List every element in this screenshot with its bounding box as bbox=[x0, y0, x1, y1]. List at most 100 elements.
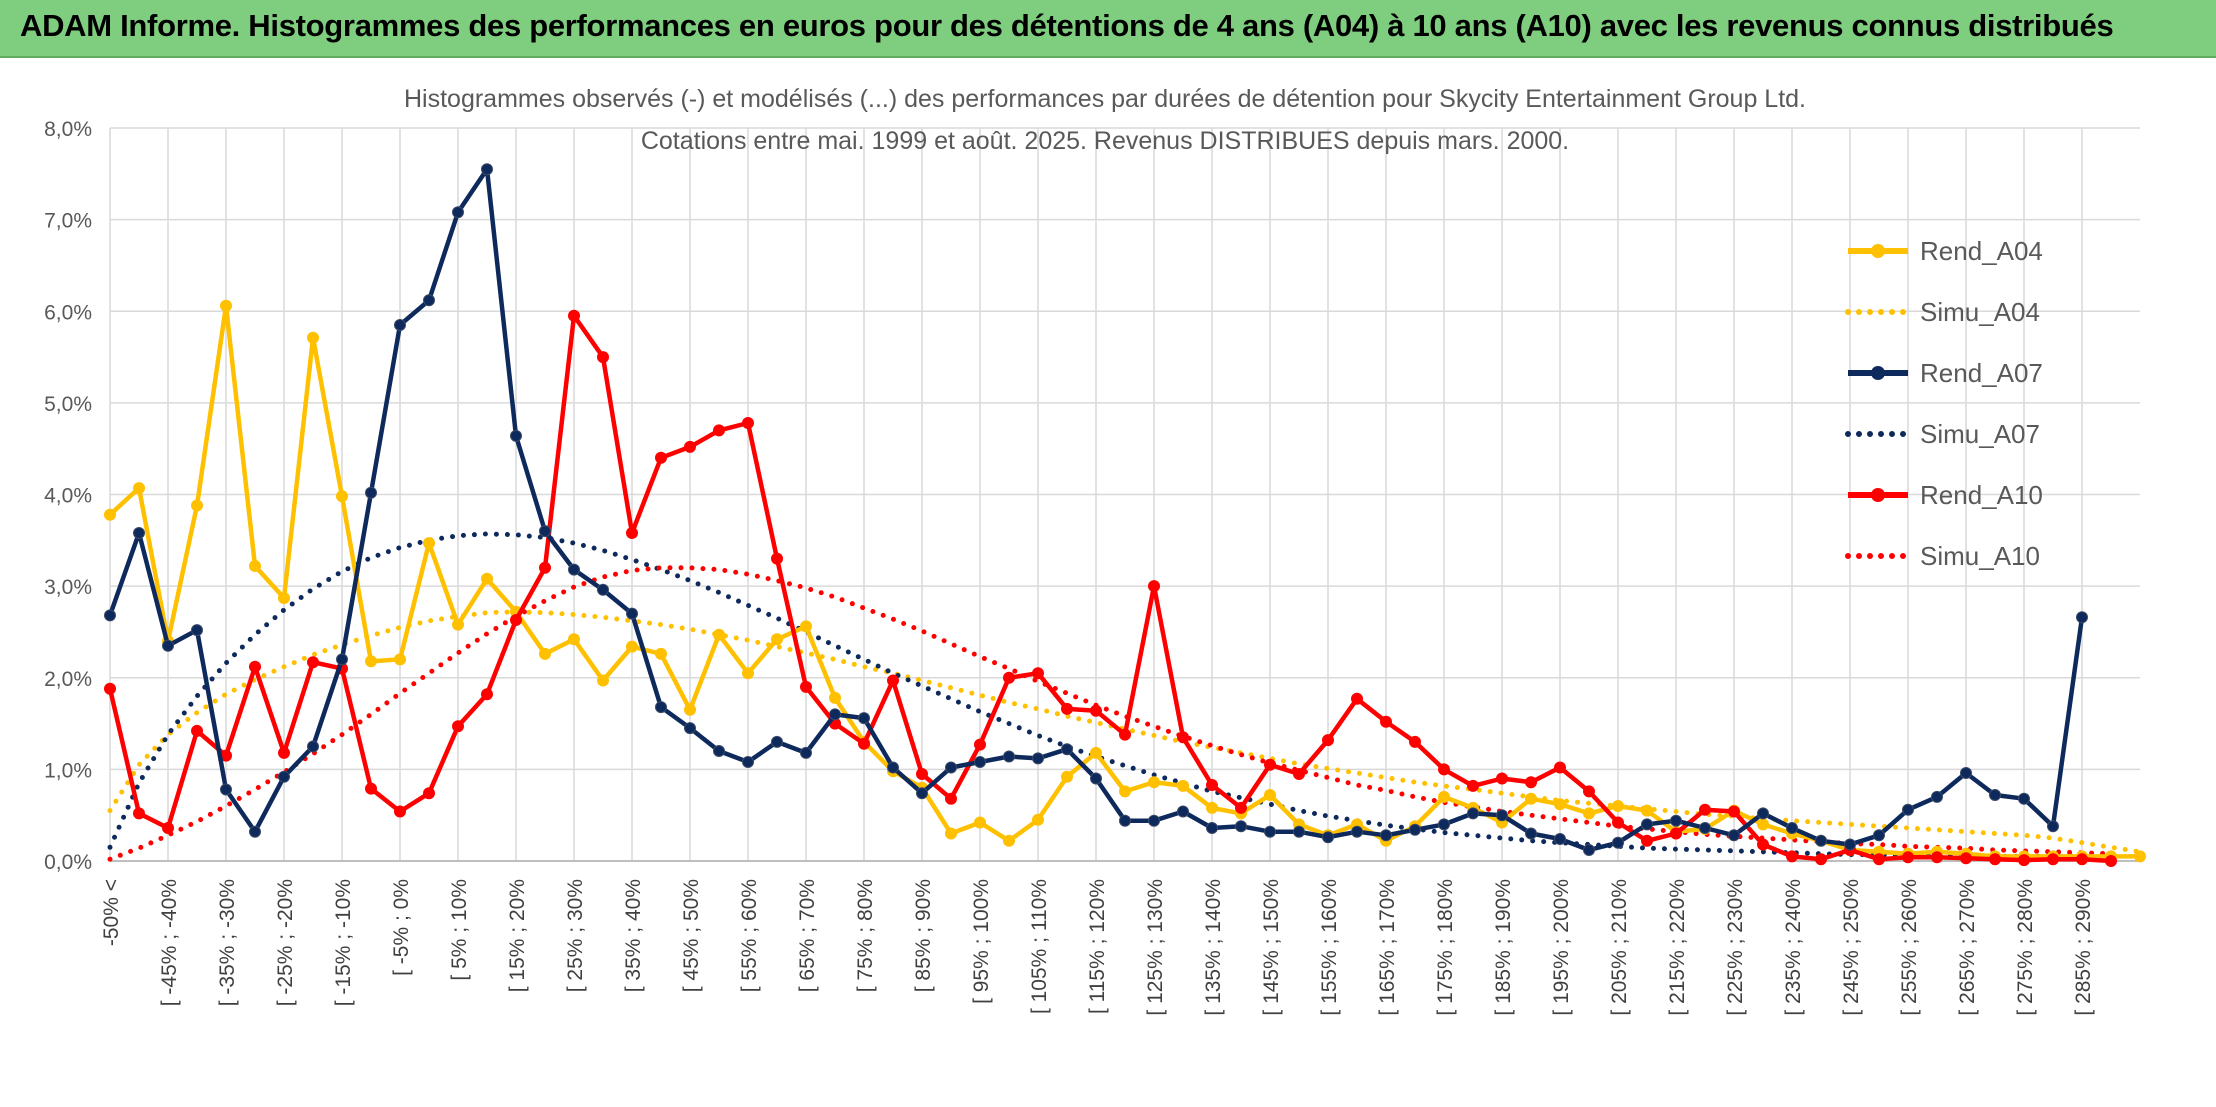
series-lines bbox=[104, 163, 2146, 867]
header-bar: ADAM Informe. Histogrammes des performan… bbox=[0, 0, 2216, 58]
data-point bbox=[1554, 833, 1566, 845]
x-tick-label: [ 255% ; 260% bbox=[1898, 879, 1921, 1016]
x-tick-label: [ 65% ; 70% bbox=[796, 879, 819, 992]
x-tick-labels: -50% < [ -45% ; -40% [ -35% ; -30% [ -25% ;… bbox=[100, 879, 2095, 1016]
data-point bbox=[829, 708, 841, 721]
data-point bbox=[1467, 779, 1479, 792]
x-tick-label: [ 135% ; 140% bbox=[1202, 879, 1225, 1016]
data-point bbox=[510, 429, 522, 442]
legend-marker bbox=[1871, 244, 1885, 258]
y-tick-label: 7,0% bbox=[44, 210, 92, 233]
series-simu-a07 bbox=[107, 531, 2085, 859]
data-point bbox=[1815, 853, 1827, 866]
data-point bbox=[1931, 790, 1943, 803]
data-point bbox=[104, 508, 116, 521]
data-point bbox=[742, 756, 754, 768]
data-point bbox=[713, 745, 725, 757]
data-point bbox=[1235, 820, 1247, 833]
data-point bbox=[1380, 715, 1392, 728]
data-point bbox=[307, 331, 319, 344]
data-point bbox=[1612, 816, 1624, 829]
data-point bbox=[1003, 834, 1015, 847]
legend-label: Rend_A07 bbox=[1920, 358, 2043, 388]
data-point bbox=[800, 746, 812, 759]
data-point bbox=[162, 822, 174, 834]
data-point bbox=[771, 552, 783, 565]
data-point bbox=[1293, 825, 1305, 838]
series-line bbox=[108, 303, 2140, 859]
data-point bbox=[916, 787, 928, 800]
data-point bbox=[2076, 611, 2088, 624]
data-point bbox=[1583, 807, 1595, 820]
data-point bbox=[568, 563, 580, 576]
data-point bbox=[1322, 734, 1334, 747]
data-point bbox=[220, 299, 232, 312]
x-tick-label: [ -45% ; -40% bbox=[158, 879, 181, 1006]
series-rend-a04 bbox=[104, 299, 2146, 863]
x-tick-label: [ 35% ; 40% bbox=[622, 879, 645, 992]
legend-marker bbox=[1871, 366, 1885, 380]
data-point bbox=[1177, 805, 1189, 818]
chart-title: Histogrammes observés (-) et modélisés (… bbox=[404, 85, 1806, 113]
data-point bbox=[684, 703, 696, 716]
data-point bbox=[858, 712, 870, 725]
page-title: ADAM Informe. Histogrammes des performan… bbox=[20, 8, 2114, 43]
y-tick-label: 1,0% bbox=[44, 759, 92, 782]
series-line bbox=[107, 313, 2112, 864]
series-rend-a10 bbox=[104, 309, 2117, 867]
data-point bbox=[539, 525, 551, 538]
x-tick-label: [ 5% ; 10% bbox=[448, 879, 471, 981]
data-point bbox=[2018, 792, 2030, 805]
y-tick-label: 0,0% bbox=[44, 851, 92, 874]
legend-marker bbox=[1871, 488, 1885, 502]
data-point bbox=[191, 724, 203, 737]
data-point bbox=[423, 537, 435, 550]
data-point bbox=[278, 770, 290, 783]
data-point bbox=[684, 440, 696, 453]
data-point bbox=[1960, 767, 1972, 779]
data-point bbox=[1264, 789, 1276, 801]
data-point bbox=[945, 792, 957, 805]
data-point bbox=[1032, 752, 1044, 765]
y-tick-label: 8,0% bbox=[44, 118, 92, 141]
data-point bbox=[1873, 853, 1885, 866]
chart-subtitle: Cotations entre mai. 1999 et août. 2025.… bbox=[641, 127, 1569, 155]
data-point bbox=[1699, 803, 1711, 816]
data-point bbox=[1293, 768, 1305, 780]
data-point bbox=[1061, 743, 1073, 756]
data-point bbox=[1177, 731, 1189, 744]
data-point bbox=[1844, 838, 1856, 851]
data-point bbox=[1148, 776, 1160, 789]
data-point bbox=[1873, 829, 1885, 842]
data-point bbox=[1786, 850, 1798, 863]
data-point bbox=[742, 667, 754, 680]
data-point bbox=[1438, 790, 1450, 803]
data-point bbox=[626, 640, 638, 653]
data-point bbox=[1032, 667, 1044, 680]
y-tick-label: 4,0% bbox=[44, 485, 92, 508]
data-point bbox=[1815, 834, 1827, 847]
data-point bbox=[568, 309, 580, 322]
data-point bbox=[2047, 820, 2059, 833]
legend-item: Rend_A04 bbox=[1848, 236, 2043, 266]
data-point bbox=[945, 761, 957, 774]
data-point bbox=[1090, 704, 1102, 717]
data-point bbox=[1699, 822, 1711, 834]
data-point bbox=[800, 620, 812, 633]
data-point bbox=[1061, 702, 1073, 715]
data-point bbox=[1931, 851, 1943, 864]
data-point bbox=[249, 825, 261, 838]
data-point bbox=[1235, 801, 1247, 814]
data-point bbox=[1496, 772, 1508, 785]
data-point bbox=[278, 592, 290, 604]
x-tick-label: [ 25% ; 30% bbox=[564, 879, 587, 992]
data-point bbox=[452, 206, 464, 219]
legend-item: Simu_A10 bbox=[1845, 541, 2040, 571]
legend: Rend_A04 Simu_A04 Rend_A07 Simu_A07 Rend_A10… bbox=[1845, 236, 2043, 571]
data-point bbox=[307, 656, 319, 669]
data-point bbox=[191, 624, 203, 637]
data-point bbox=[1206, 822, 1218, 834]
x-tick-label: -50% < bbox=[100, 879, 123, 946]
data-point bbox=[1351, 825, 1363, 838]
y-tick-label: 2,0% bbox=[44, 668, 92, 691]
